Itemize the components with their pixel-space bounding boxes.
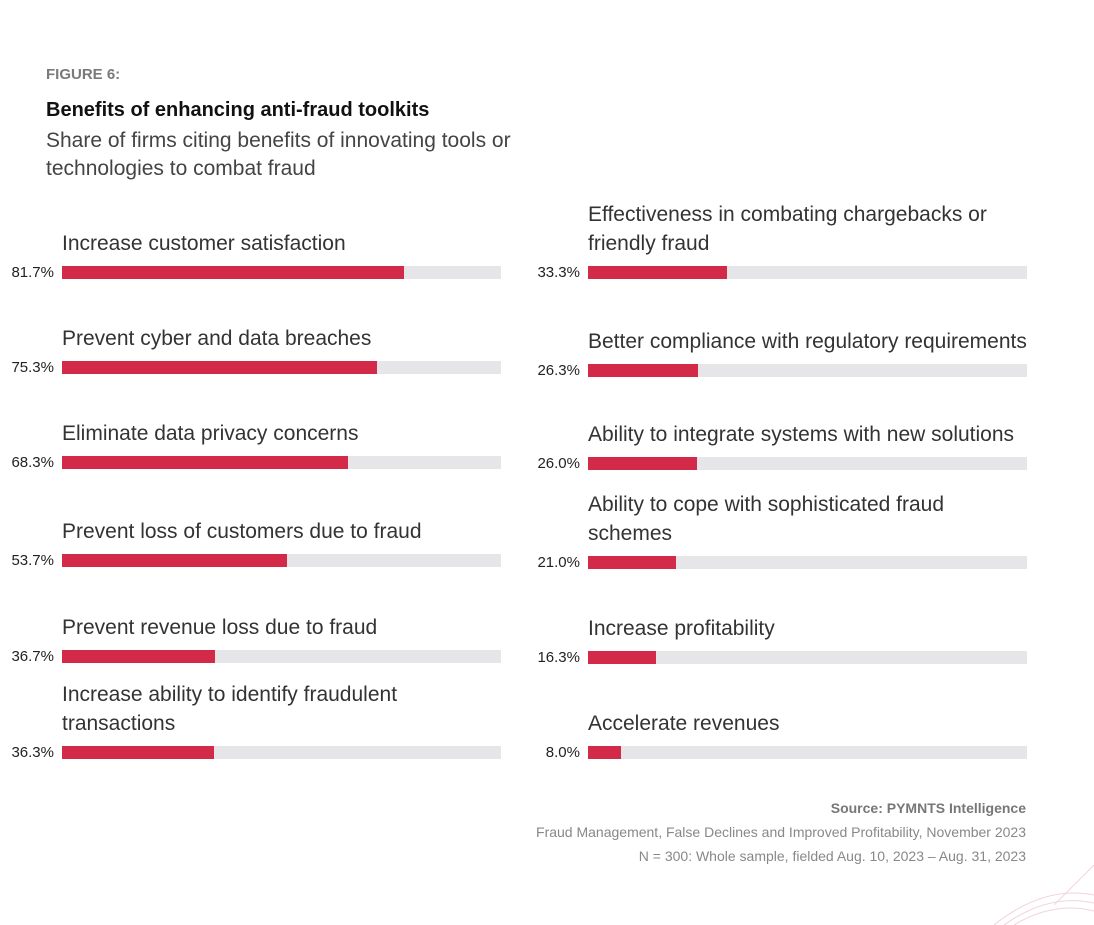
bar-fill bbox=[62, 650, 216, 663]
bar-fill bbox=[588, 457, 697, 470]
bar-item: Prevent cyber and data breaches 75.3% bbox=[11, 327, 501, 376]
report-text: Fraud Management, False Declines and Imp… bbox=[536, 824, 1026, 840]
bar-value-label: 8.0% bbox=[545, 744, 580, 761]
bar-value-label: 36.3% bbox=[11, 744, 54, 761]
chart-subtitle: Share of firms citing benefits of innova… bbox=[46, 129, 511, 180]
bar-label: Ability to integrate systems with new so… bbox=[588, 423, 1015, 446]
bar-label: Prevent loss of customers due to fraud bbox=[62, 520, 422, 543]
bar-value-label: 33.3% bbox=[537, 264, 580, 281]
bar-item: Ability to cope with sophisticated fraud… bbox=[537, 493, 1027, 571]
bar-label: Increase profitability bbox=[588, 617, 775, 640]
bar-item: Better compliance with regulatory requir… bbox=[537, 330, 1027, 379]
bar-value-label: 26.0% bbox=[537, 455, 580, 472]
bar-value-label: 16.3% bbox=[537, 649, 580, 666]
bar-value-label: 53.7% bbox=[11, 552, 54, 569]
bar-item: Increase profitability 16.3% bbox=[537, 617, 1027, 666]
bar-label: Effectiveness in combating chargebacks o… bbox=[588, 203, 987, 255]
bar-label: Ability to cope with sophisticated fraud… bbox=[588, 493, 945, 545]
chart-title: Benefits of enhancing anti-fraud toolkit… bbox=[46, 99, 430, 121]
bar-track bbox=[588, 746, 1027, 759]
bar-label: Increase customer satisfaction bbox=[62, 232, 346, 255]
bar-label: Accelerate revenues bbox=[588, 712, 780, 735]
bar-fill bbox=[588, 266, 728, 279]
bar-fill bbox=[62, 361, 377, 374]
decorative-swirl-icon bbox=[993, 865, 1094, 925]
source-text: Source: PYMNTS Intelligence bbox=[830, 800, 1026, 816]
bar-item: Eliminate data privacy concerns 68.3% bbox=[11, 422, 501, 471]
bar-item: Increase ability to identify fraudulent … bbox=[11, 683, 501, 761]
bar-item: Effectiveness in combating chargebacks o… bbox=[537, 203, 1027, 281]
bar-item: Prevent loss of customers due to fraud 53… bbox=[11, 520, 501, 569]
bar-label: Prevent cyber and data breaches bbox=[62, 327, 372, 350]
bar-value-label: 26.3% bbox=[537, 362, 580, 379]
bar-value-label: 81.7% bbox=[11, 264, 54, 281]
bar-label: Prevent revenue loss due to fraud bbox=[62, 616, 378, 639]
bar-item: Increase customer satisfaction 81.7% bbox=[11, 232, 501, 281]
bar-track bbox=[588, 556, 1027, 569]
sample-text: N = 300: Whole sample, fielded Aug. 10, … bbox=[638, 848, 1026, 864]
bar-value-label: 68.3% bbox=[11, 454, 54, 471]
bar-label: Eliminate data privacy concerns bbox=[62, 422, 359, 445]
bar-value-label: 75.3% bbox=[11, 359, 54, 376]
bar-track bbox=[588, 651, 1027, 664]
bar-fill bbox=[62, 746, 214, 759]
bar-fill bbox=[62, 554, 287, 567]
bar-label: Increase ability to identify fraudulent … bbox=[62, 683, 398, 735]
bar-fill bbox=[588, 364, 698, 377]
bar-fill bbox=[588, 746, 622, 759]
bar-fill bbox=[588, 651, 657, 664]
bar-item: Accelerate revenues 8.0% bbox=[546, 712, 1027, 761]
bar-item: Ability to integrate systems with new so… bbox=[537, 423, 1027, 472]
bar-value-label: 36.7% bbox=[11, 648, 54, 665]
bar-item: Prevent revenue loss due to fraud 36.7% bbox=[11, 616, 501, 665]
bar-fill bbox=[62, 266, 404, 279]
bar-fill bbox=[588, 556, 676, 569]
bar-label: Better compliance with regulatory requir… bbox=[588, 330, 1027, 353]
bar-fill bbox=[62, 456, 348, 469]
bar-track bbox=[588, 457, 1027, 470]
bar-value-label: 21.0% bbox=[537, 554, 580, 571]
figure-label: FIGURE 6: bbox=[46, 66, 121, 83]
